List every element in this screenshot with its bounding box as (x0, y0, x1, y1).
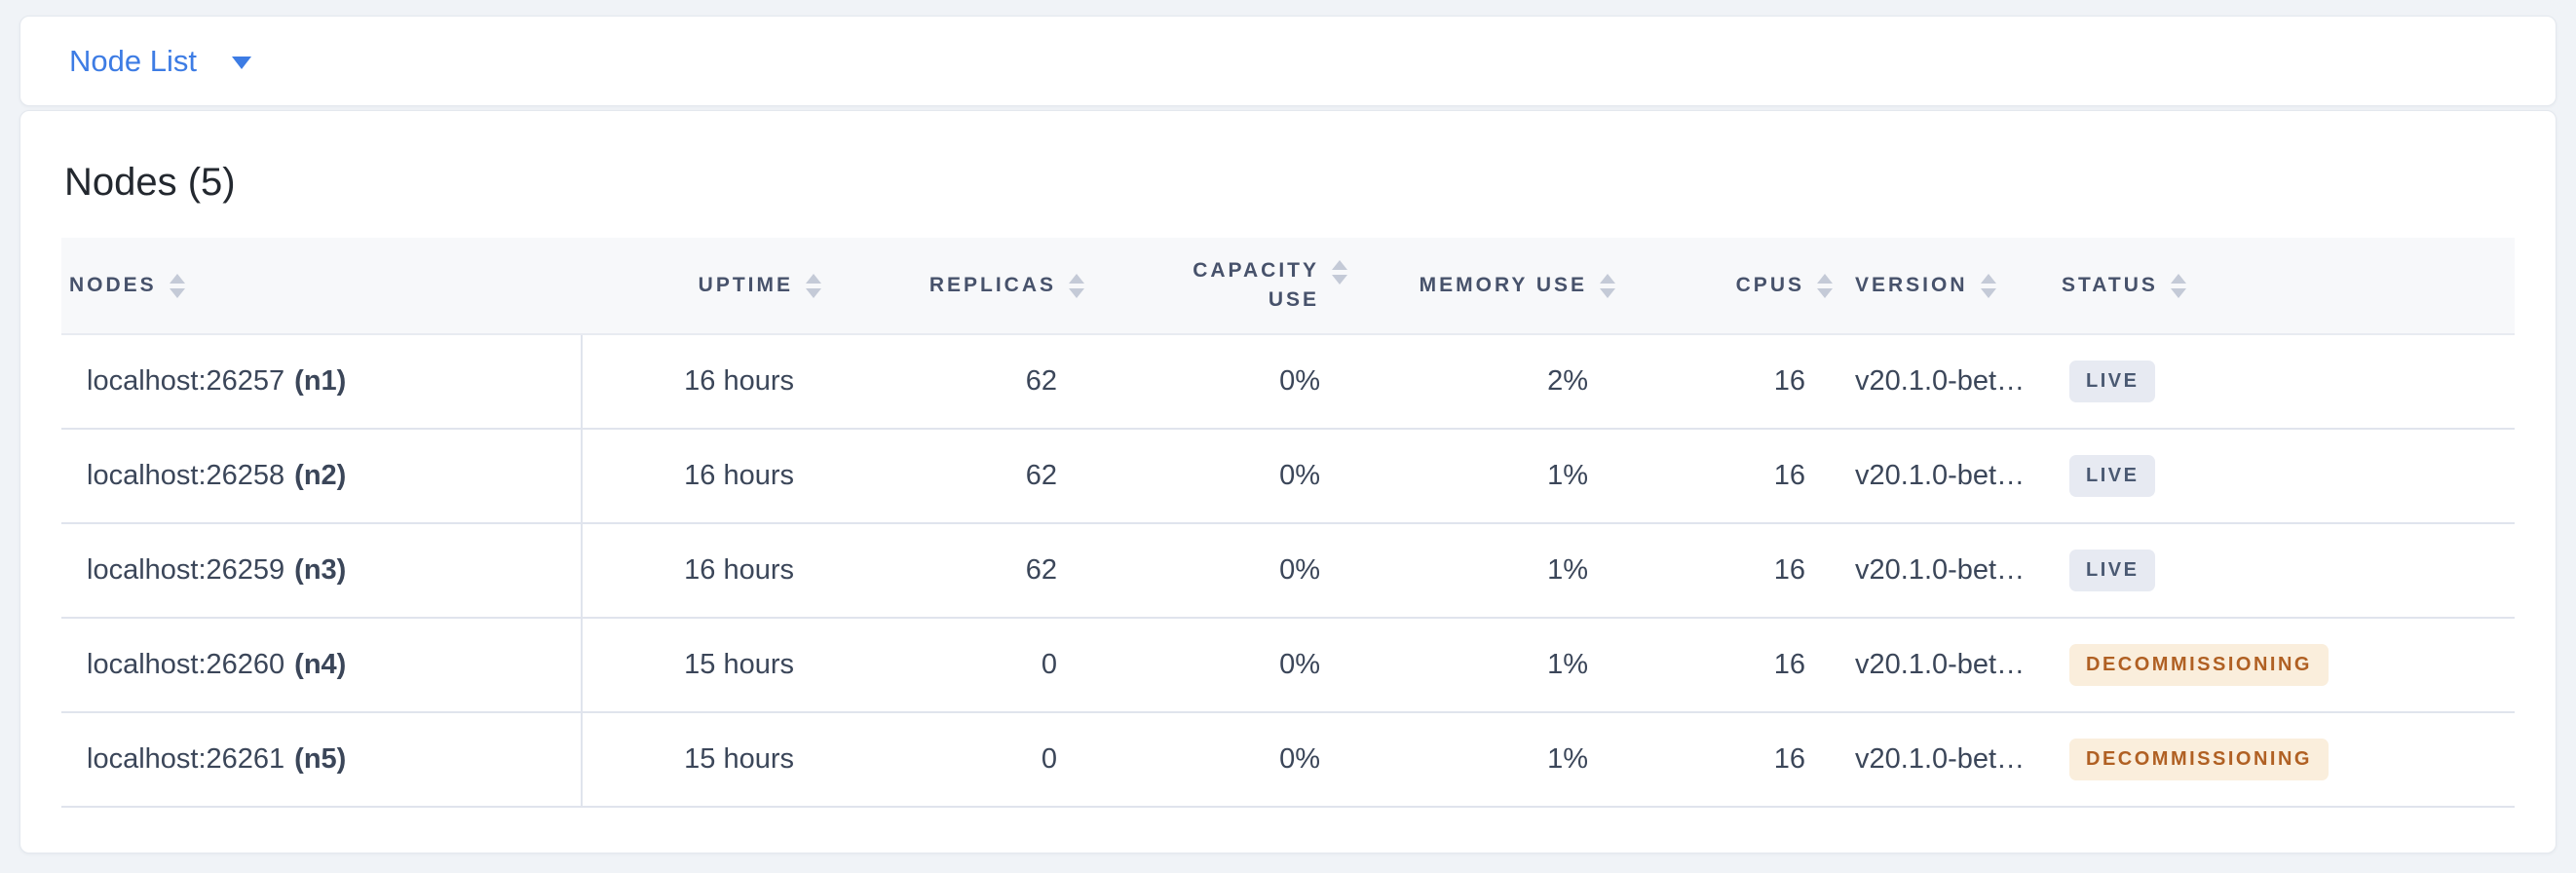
capacity-use-cell: 0% (1279, 460, 1320, 491)
capacity-use-cell: 0% (1279, 649, 1320, 680)
node-id: (n5) (294, 743, 347, 775)
sort-icon (1980, 273, 1996, 298)
column-header-replicas[interactable]: REPLICAS (829, 238, 1092, 333)
memory-use-cell: 1% (1547, 743, 1588, 775)
status-cell: DECOMMISSIONING (2052, 713, 2515, 806)
sort-icon (806, 273, 821, 298)
status-cell: LIVE (2052, 430, 2515, 522)
replicas-cell: 0 (1041, 743, 1057, 775)
uptime-cell: 16 hours (684, 554, 794, 586)
chevron-down-icon (231, 57, 251, 69)
node-address-cell: localhost:26261 (n5) (61, 713, 583, 806)
uptime-cell: 15 hours (684, 649, 794, 680)
sort-icon (169, 273, 185, 298)
sort-icon (1817, 273, 1833, 298)
uptime-cell: 15 hours (684, 743, 794, 775)
memory-use-cell: 1% (1547, 649, 1588, 680)
node-address: localhost:26257 (87, 365, 285, 397)
table-row: localhost:26261 (n5) 15 hours 0 0% 1% 16… (61, 713, 2515, 808)
status-badge: LIVE (2069, 455, 2156, 497)
uptime-cell: 16 hours (684, 460, 794, 491)
column-header-memory-use[interactable]: MEMORY USE (1355, 238, 1623, 333)
column-header-nodes[interactable]: NODES (61, 238, 583, 333)
memory-use-cell: 1% (1547, 554, 1588, 586)
table-row: localhost:26260 (n4) 15 hours 0 0% 1% 16… (61, 619, 2515, 713)
node-id: (n3) (294, 554, 347, 586)
uptime-cell: 16 hours (684, 365, 794, 397)
replicas-cell: 62 (1025, 460, 1057, 491)
status-cell: LIVE (2052, 524, 2515, 617)
cpus-cell: 16 (1773, 460, 1805, 491)
cpus-cell: 16 (1773, 649, 1805, 680)
sort-icon (2170, 273, 2186, 298)
version-cell: v20.1.0-bet… (1855, 460, 2026, 491)
node-address-cell: localhost:26257 (n1) (61, 335, 583, 428)
replicas-cell: 62 (1025, 365, 1057, 397)
node-address: localhost:26260 (87, 649, 285, 680)
table-row: localhost:26258 (n2) 16 hours 62 0% 1% 1… (61, 430, 2515, 524)
node-address: localhost:26259 (87, 554, 285, 586)
table-header-row: NODES UPTIME REPLICAS CAPACITY USE MEMOR… (61, 238, 2515, 335)
node-address: localhost:26258 (87, 460, 285, 491)
version-cell: v20.1.0-bet… (1855, 554, 2026, 586)
table-body: localhost:26257 (n1) 16 hours 62 0% 2% 1… (61, 335, 2515, 808)
sort-icon (1600, 273, 1615, 298)
node-id: (n4) (294, 649, 347, 680)
status-badge: DECOMMISSIONING (2069, 739, 2329, 780)
view-selector-label: Node List (69, 43, 197, 78)
nodes-table: NODES UPTIME REPLICAS CAPACITY USE MEMOR… (61, 238, 2515, 808)
column-header-version[interactable]: VERSION (1840, 238, 2052, 333)
column-header-status[interactable]: STATUS (2052, 238, 2515, 333)
replicas-cell: 0 (1041, 649, 1057, 680)
table-row: localhost:26257 (n1) 16 hours 62 0% 2% 1… (61, 335, 2515, 430)
cpus-cell: 16 (1773, 365, 1805, 397)
capacity-use-cell: 0% (1279, 365, 1320, 397)
status-badge: LIVE (2069, 361, 2156, 402)
view-selector-dropdown[interactable]: Node List (69, 44, 251, 79)
node-id: (n1) (294, 365, 347, 397)
status-badge: DECOMMISSIONING (2069, 644, 2329, 686)
version-cell: v20.1.0-bet… (1855, 649, 2026, 680)
column-header-cpus[interactable]: CPUS (1623, 238, 1840, 333)
node-address: localhost:26261 (87, 743, 285, 775)
status-cell: DECOMMISSIONING (2052, 619, 2515, 711)
node-address-cell: localhost:26259 (n3) (61, 524, 583, 617)
column-header-capacity-use[interactable]: CAPACITY USE (1092, 238, 1355, 333)
capacity-use-cell: 0% (1279, 743, 1320, 775)
memory-use-cell: 2% (1547, 365, 1588, 397)
sort-icon (1069, 273, 1084, 298)
status-cell: LIVE (2052, 335, 2515, 428)
replicas-cell: 62 (1025, 554, 1057, 586)
cpus-cell: 16 (1773, 554, 1805, 586)
node-address-cell: localhost:26258 (n2) (61, 430, 583, 522)
version-cell: v20.1.0-bet… (1855, 365, 2026, 397)
node-address-cell: localhost:26260 (n4) (61, 619, 583, 711)
memory-use-cell: 1% (1547, 460, 1588, 491)
nodes-card: Nodes (5) NODES UPTIME REPLICAS CAPACITY… (19, 110, 2557, 854)
sort-icon (1332, 259, 1347, 285)
table-row: localhost:26259 (n3) 16 hours 62 0% 1% 1… (61, 524, 2515, 619)
page-title: Nodes (5) (64, 161, 236, 204)
version-cell: v20.1.0-bet… (1855, 743, 2026, 775)
cpus-cell: 16 (1773, 743, 1805, 775)
node-id: (n2) (294, 460, 347, 491)
status-badge: LIVE (2069, 550, 2156, 591)
capacity-use-cell: 0% (1279, 554, 1320, 586)
view-selector-bar: Node List (19, 16, 2557, 106)
column-header-uptime[interactable]: UPTIME (583, 238, 829, 333)
